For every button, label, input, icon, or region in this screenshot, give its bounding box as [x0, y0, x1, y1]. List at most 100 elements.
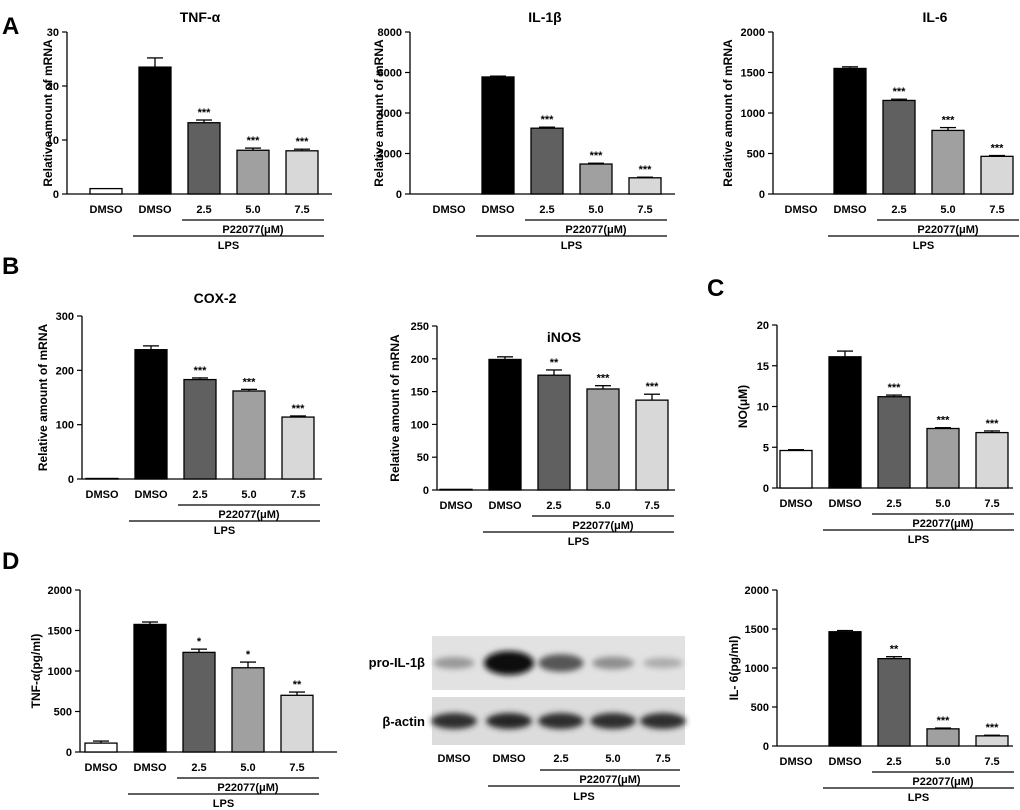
blot-row-label-actin: β-actin	[382, 714, 425, 729]
bar	[281, 416, 315, 480]
western-blot: pro-IL-1β β-actin DMSO DMSO 2.5 5.0 7.5 P2207…	[369, 636, 686, 803]
significance-label: **	[890, 644, 899, 656]
bar	[182, 651, 216, 753]
y-tick-label: 8000	[378, 27, 402, 39]
y-tick-label: 6000	[378, 68, 402, 80]
significance-label: *	[197, 636, 202, 648]
y-tick-label: 15	[757, 361, 769, 373]
y-tick-label: 2000	[745, 585, 769, 597]
bar	[635, 399, 669, 491]
chart-title: IL-6	[923, 9, 948, 25]
x-tick-label: DMSO	[90, 204, 123, 216]
bar	[828, 631, 862, 747]
bar	[926, 427, 960, 489]
y-tick-label: 200	[411, 354, 429, 366]
y-axis-label: NO(μM)	[736, 385, 750, 428]
chart-title: TNF-α	[180, 9, 221, 25]
significance-label: ***	[893, 86, 907, 98]
y-tick-label: 100	[411, 419, 429, 431]
significance-label: **	[550, 357, 559, 369]
chart-il6-mrna: IL-6 0 500 1000 1500 2000 Relative amount of m…	[721, 9, 1019, 252]
blot-lps-group-label: LPS	[573, 791, 594, 803]
bar	[280, 694, 314, 753]
significance-label: ***	[888, 382, 902, 394]
y-tick-label: 50	[417, 452, 429, 464]
bar	[926, 728, 960, 747]
significance-label: ***	[646, 381, 660, 393]
x-tick-label: 7.5	[290, 489, 305, 501]
y-tick-label: 10	[47, 135, 59, 147]
x-tick-label: DMSO	[780, 498, 813, 510]
chart-cox2-mrna: COX-2 0 100 200 300 Relative amount of mRNA DM…	[36, 290, 322, 537]
lps-group-label: LPS	[213, 798, 234, 810]
panel-label-a: A	[2, 13, 19, 40]
y-tick-label: 20	[47, 81, 59, 93]
significance-label: **	[293, 679, 302, 691]
bar	[975, 431, 1009, 489]
x-tick-label: 2.5	[886, 498, 901, 510]
significance-label: ***	[937, 715, 951, 727]
bar	[877, 396, 911, 489]
significance-label: ***	[247, 135, 261, 147]
x-tick-label: 7.5	[289, 762, 304, 774]
blot-band-actin	[486, 713, 532, 729]
blot-band-pro-il1b	[538, 654, 584, 672]
bar	[975, 735, 1009, 747]
drug-group-label: P22077(μM)	[912, 518, 973, 530]
lps-group-label: LPS	[218, 240, 239, 252]
significance-label: ***	[639, 164, 653, 176]
drug-group-label: P22077(μM)	[222, 224, 283, 236]
bar	[133, 623, 167, 753]
x-tick-label: DMSO	[440, 500, 473, 512]
bar	[481, 76, 515, 195]
x-tick-label: DMSO	[829, 756, 862, 768]
bar	[232, 390, 266, 480]
y-tick-label: 500	[751, 702, 769, 714]
y-tick-label: 2000	[741, 27, 765, 39]
lps-group-label: LPS	[908, 534, 929, 546]
significance-label: *	[246, 649, 251, 661]
bar	[285, 150, 319, 195]
x-tick-label: 5.0	[588, 204, 603, 216]
y-tick-label: 10	[757, 402, 769, 414]
chart-title: IL-1β	[528, 9, 562, 25]
x-tick-label: 7.5	[984, 756, 999, 768]
x-tick-label: 2.5	[886, 756, 901, 768]
y-tick-label: 0	[68, 474, 74, 486]
blot-band-pro-il1b	[484, 651, 534, 675]
chart-no: 0 5 10 15 20 NO(μM) DMSO DMSO *** 2.5 *** 5.0 *** 7.5…	[736, 320, 1014, 546]
y-tick-label: 4000	[378, 108, 402, 120]
blot-band-actin	[538, 713, 584, 729]
y-axis-label: Relative amount of mRNA	[388, 334, 402, 482]
y-tick-label: 250	[411, 321, 429, 333]
x-tick-label: 5.0	[935, 498, 950, 510]
blot-lane-label: 5.0	[605, 753, 620, 765]
x-tick-label: 5.0	[245, 204, 260, 216]
y-tick-label: 100	[56, 420, 74, 432]
y-tick-label: 0	[763, 741, 769, 753]
x-tick-label: 7.5	[294, 204, 309, 216]
bar	[231, 667, 265, 753]
x-tick-label: 7.5	[644, 500, 659, 512]
x-tick-label: DMSO	[86, 489, 119, 501]
drug-group-label: P22077(μM)	[218, 509, 279, 521]
x-tick-label: DMSO	[829, 498, 862, 510]
bar	[537, 374, 571, 491]
y-axis-label: Relative amount of mRNA	[41, 39, 55, 187]
x-tick-label: DMSO	[135, 489, 168, 501]
y-axis-label: Relative amount of mRNA	[36, 323, 50, 471]
x-tick-label: DMSO	[834, 204, 867, 216]
x-tick-label: DMSO	[780, 756, 813, 768]
blot-band-actin	[640, 713, 686, 729]
bar	[85, 477, 119, 480]
panel-label-d: D	[2, 548, 19, 575]
significance-label: ***	[194, 365, 208, 377]
chart-il6-protein: 0 500 1000 1500 2000 IL- 6(pg/ml) DMSO DMSO ** 2.…	[727, 585, 1014, 804]
blot-band-pro-il1b	[643, 657, 683, 669]
y-tick-label: 1000	[741, 108, 765, 120]
bar	[931, 129, 965, 195]
drug-group-label: P22077(μM)	[917, 224, 978, 236]
lps-group-label: LPS	[908, 792, 929, 804]
bar	[828, 356, 862, 489]
significance-label: ***	[541, 114, 555, 126]
